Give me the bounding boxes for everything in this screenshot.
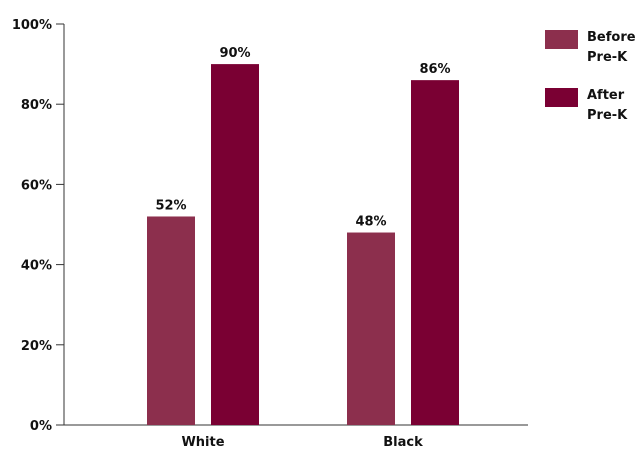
y-tick-label: 60%	[21, 178, 52, 193]
x-tick-label: Black	[383, 435, 423, 450]
y-tick-label: 0%	[30, 419, 52, 434]
y-tick-label: 80%	[21, 98, 52, 113]
bar	[211, 64, 259, 425]
x-tick-label: White	[181, 435, 224, 450]
data-label: 86%	[419, 62, 450, 77]
bar	[147, 216, 195, 425]
legend-label-after: After Pre-K	[587, 88, 628, 123]
data-label: 52%	[155, 198, 186, 213]
legend-swatch-after	[545, 88, 578, 107]
bar	[347, 232, 395, 425]
legend-label-before: Before Pre-K	[587, 30, 636, 65]
legend-swatch-before	[545, 30, 578, 49]
y-tick-label: 40%	[21, 259, 52, 274]
y-tick-label: 20%	[21, 339, 52, 354]
data-label: 48%	[355, 215, 386, 230]
data-label: 90%	[219, 46, 250, 61]
bar	[411, 80, 459, 425]
y-tick-label: 100%	[12, 18, 52, 33]
